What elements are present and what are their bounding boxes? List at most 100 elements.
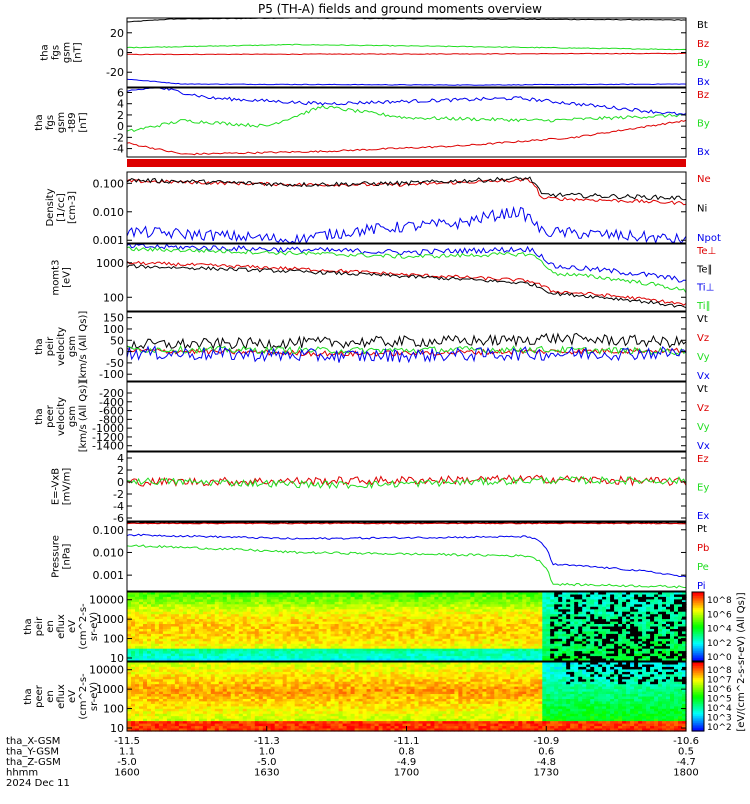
- panel-frame: [127, 522, 686, 591]
- legend-entry: Te∥: [696, 264, 713, 275]
- series-red-line: [127, 120, 686, 155]
- legend-entry: Vx: [697, 371, 710, 382]
- y-axis-label: Density: [45, 188, 56, 226]
- series-red-line: [127, 53, 686, 55]
- legend-entry: By: [697, 119, 710, 130]
- legend-entry: Ne: [697, 174, 711, 185]
- y-axis-label: peir: [34, 616, 45, 636]
- panel-frame: [127, 382, 686, 451]
- y-tick-label: -100: [99, 368, 124, 381]
- series-blue-line: [127, 208, 686, 244]
- y-axis-label: [eV]: [62, 267, 73, 288]
- y-axis-label: velocity: [56, 327, 67, 366]
- y-tick-label: -20: [106, 66, 124, 79]
- legend-entry: Vt: [697, 314, 708, 325]
- y-axis-label: peir: [45, 336, 56, 356]
- y-axis-label: momt3: [51, 260, 62, 296]
- y-tick-label: 0.001: [93, 569, 125, 582]
- series-red-line: [127, 261, 686, 305]
- legend-entry: Ey: [697, 483, 709, 494]
- y-tick-label: 1000: [96, 613, 124, 626]
- y-axis-label: eV: [67, 620, 78, 633]
- legend-entry: Npot: [697, 233, 721, 244]
- y-axis-label: [1/cc]: [56, 193, 67, 222]
- y-axis-label: [nT]: [78, 112, 89, 132]
- y-axis-label: peer: [45, 404, 56, 428]
- legend-entry: Pb: [697, 543, 709, 554]
- y-axis-label: [mV/m]: [62, 468, 73, 506]
- legend-entry: Bx: [697, 77, 710, 88]
- panel-8: 0.100 0.010 0.001 Pressure[nPa] Pt Pb Pe Pi: [51, 522, 710, 592]
- y-axis-label: gsm: [62, 42, 73, 63]
- panel-frame: [127, 244, 686, 311]
- y-axis-label: fgs: [45, 115, 56, 130]
- y-tick-label: 0.100: [93, 524, 125, 537]
- legend-entry: Pe: [697, 562, 709, 573]
- series-blue-line: [127, 534, 686, 577]
- panel-3: 0.1000.0100.001Density[1/cc][cm-3]NeNiNp…: [45, 172, 721, 247]
- y-axis-label: -t89: [67, 112, 78, 132]
- y-axis-label: [nPa]: [62, 543, 73, 569]
- y-axis-label: (cm^2-s-: [78, 603, 89, 650]
- legend-entry: Vt: [697, 384, 708, 395]
- legend-entry: Te⊥: [696, 246, 716, 257]
- y-axis-label: tha: [40, 44, 51, 60]
- y-tick-label: 0.001: [93, 234, 125, 247]
- y-axis-label: fgs: [51, 45, 62, 60]
- legend-entry: Vx: [697, 441, 710, 452]
- legend-entry: Pt: [697, 524, 707, 535]
- series-green-line: [127, 545, 686, 588]
- y-axis-label: velocity: [56, 397, 67, 436]
- y-axis-label: Pressure: [51, 535, 62, 578]
- y-axis-label: [cm-3]: [67, 191, 78, 224]
- legend-entry: Vz: [697, 333, 709, 344]
- y-tick-label: 0.010: [93, 546, 125, 559]
- y-axis-label: eflux: [56, 614, 67, 639]
- y-tick-label: 0: [117, 47, 124, 60]
- series-green-line: [127, 44, 686, 50]
- y-tick-label: -1400: [92, 440, 124, 453]
- series-green-line: [127, 106, 686, 132]
- legend-entry: Bx: [697, 147, 710, 158]
- y-tick-label: 20: [110, 27, 124, 40]
- series-black-line: [127, 18, 686, 22]
- series-blue-line: [127, 88, 686, 115]
- panel-frame: [127, 18, 686, 87]
- legend-entry: Pi: [697, 581, 706, 592]
- y-axis-label: tha: [23, 618, 34, 634]
- y-axis-label: tha: [34, 114, 45, 130]
- legend-entry: Ni: [697, 204, 707, 215]
- legend-entry: Ez: [697, 454, 709, 465]
- series-black-line: [127, 177, 686, 200]
- flag-band: [127, 159, 686, 167]
- y-tick-label: 10000: [89, 594, 124, 607]
- legend-entry: By: [697, 58, 710, 69]
- page-title: P5 (TH-A) fields and ground moments over…: [258, 2, 542, 16]
- y-axis-label: [nT]: [73, 42, 84, 62]
- y-tick-label: 100: [103, 633, 124, 646]
- y-axis-label: tha: [34, 408, 45, 424]
- y-axis-label: tha: [34, 338, 45, 354]
- legend-entry: Bz: [697, 90, 709, 101]
- series-blue-line: [127, 79, 686, 85]
- legend-entry: Vz: [697, 403, 709, 414]
- legend-entry: Vy: [697, 352, 710, 363]
- y-axis-label: en: [45, 620, 56, 633]
- y-axis-label: gsm: [67, 336, 78, 357]
- panel-frame: [127, 452, 686, 521]
- y-tick-label: 100: [103, 291, 124, 304]
- legend-entry: Ti⊥: [696, 283, 714, 294]
- legend-entry: Vy: [697, 422, 710, 433]
- y-axis-label: gsm: [56, 112, 67, 133]
- y-axis-label: [km/s (All Qs)]: [78, 311, 89, 383]
